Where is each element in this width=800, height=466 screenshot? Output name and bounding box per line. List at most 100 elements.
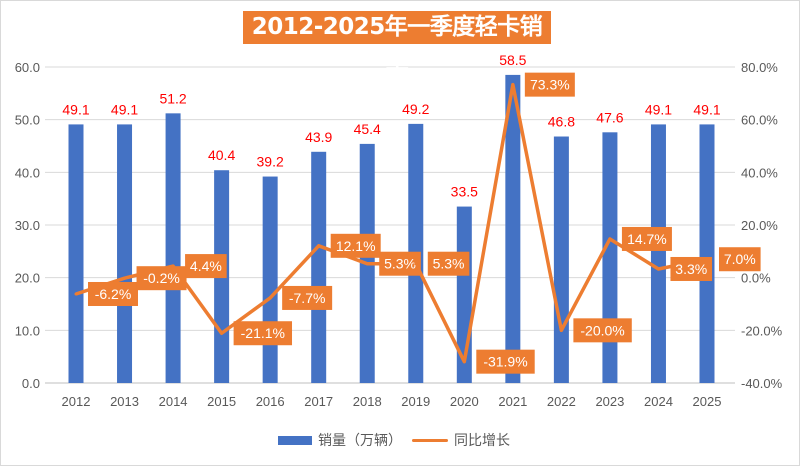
bar — [262, 176, 278, 383]
bar-data-label: 49.2 — [402, 101, 429, 117]
line-label-box — [233, 321, 293, 346]
x-tick-label: 2021 — [498, 394, 527, 409]
legend-label-growth: 同比增长 — [454, 433, 510, 449]
line-data-label: -0.2% — [143, 270, 180, 286]
x-tick-label: 2022 — [547, 394, 576, 409]
bar-data-label: 33.5 — [451, 184, 478, 200]
x-tick-label: 2019 — [401, 394, 430, 409]
bar-data-label: 58.5 — [499, 52, 526, 68]
legend: 销量（万辆） 同比增长 — [278, 430, 510, 450]
line-point — [705, 257, 709, 261]
line-data-label: 5.3% — [384, 256, 416, 272]
line-label-box — [573, 318, 632, 343]
line-label-box — [719, 247, 761, 272]
y-tick-label: 40.0 — [15, 165, 40, 180]
bar — [117, 124, 133, 383]
bar-data-label: 45.4 — [354, 121, 381, 137]
line-point — [365, 262, 369, 266]
x-tick-label: 2025 — [693, 394, 722, 409]
line-data-label: -21.1% — [241, 325, 285, 341]
bar-data-label: 49.1 — [645, 101, 672, 117]
x-tick-label: 2015 — [207, 394, 236, 409]
bar-data-label: 47.6 — [596, 109, 623, 125]
bar — [165, 113, 181, 383]
bar — [553, 136, 569, 383]
x-tick-label: 2017 — [304, 394, 333, 409]
y2-tick-label: 60.0% — [741, 113, 778, 128]
line-label-box — [476, 349, 535, 374]
y-tick-label: 10.0 — [15, 323, 40, 338]
line-data-label: 12.1% — [336, 238, 376, 254]
line-point — [559, 328, 563, 332]
line-data-label: 73.3% — [530, 77, 570, 93]
y-tick-label: 50.0 — [15, 113, 40, 128]
y-tick-label: 30.0 — [15, 218, 40, 233]
line-label-box — [282, 285, 333, 310]
bar — [650, 124, 666, 383]
bar — [311, 151, 327, 383]
x-tick-label: 2020 — [450, 394, 479, 409]
y-tick-label: 60.0 — [15, 60, 40, 75]
line-data-label: 4.4% — [190, 258, 222, 274]
line-point — [656, 267, 660, 271]
line-point — [268, 296, 272, 300]
line-data-label: 3.3% — [675, 261, 707, 277]
legend-swatch-line — [412, 438, 448, 442]
chart-title: 2012-2025年一季度轻卡销量 — [243, 11, 551, 73]
bar-data-label: 46.8 — [548, 114, 575, 130]
line-label-box — [88, 281, 138, 306]
bar-data-label: 49.1 — [111, 101, 138, 117]
line-data-label: -31.9% — [483, 354, 527, 370]
x-tick-label: 2018 — [353, 394, 382, 409]
y2-tick-label: -40.0% — [741, 376, 783, 391]
line-label-box — [524, 72, 575, 97]
legend-label-sales: 销量（万辆） — [318, 433, 402, 449]
bar-data-label: 39.2 — [257, 154, 284, 170]
bar — [68, 124, 84, 383]
x-tick-label: 2024 — [644, 394, 673, 409]
bar-data-label: 49.1 — [62, 101, 89, 117]
line-point — [220, 331, 224, 335]
x-tick-label: 2013 — [110, 394, 139, 409]
line-point — [317, 244, 321, 248]
line-data-label: -20.0% — [580, 322, 624, 338]
line-data-label: 14.7% — [627, 231, 667, 247]
line-point — [123, 276, 127, 280]
bar — [505, 74, 521, 384]
bar-data-label: 51.2 — [159, 90, 186, 106]
line-label-box — [621, 226, 672, 251]
x-tick-label: 2012 — [62, 394, 91, 409]
line-point — [462, 360, 466, 364]
y2-tick-label: -20.0% — [741, 323, 783, 338]
line-label-box — [427, 251, 470, 276]
line-point — [74, 292, 78, 296]
bar — [602, 132, 618, 383]
bar-data-label: 49.1 — [693, 101, 720, 117]
bar — [699, 124, 715, 383]
x-tick-label: 2014 — [159, 394, 188, 409]
y2-tick-label: 80.0% — [741, 60, 778, 75]
bar-data-label: 43.9 — [305, 129, 332, 145]
y2-tick-label: 20.0% — [741, 218, 778, 233]
line-label-box — [379, 251, 421, 276]
line-data-label: 5.3% — [433, 256, 465, 272]
y-tick-label: 0.0 — [22, 376, 40, 391]
line-point — [608, 237, 612, 241]
line-point — [511, 83, 515, 87]
line-data-label: -6.2% — [95, 286, 132, 302]
line-point — [171, 264, 175, 268]
y2-tick-label: 40.0% — [741, 165, 778, 180]
line-data-label: 7.0% — [724, 251, 756, 267]
y-tick-label: 20.0 — [15, 271, 40, 286]
x-tick-label: 2023 — [595, 394, 624, 409]
line-label-box — [185, 254, 227, 279]
line-label-box — [330, 233, 381, 258]
line-label-box — [136, 266, 187, 291]
line-data-label: -7.7% — [289, 290, 326, 306]
bar-data-label: 40.4 — [208, 147, 235, 163]
line-point — [414, 262, 418, 266]
line-label-box — [670, 256, 713, 281]
y2-tick-label: 0.0% — [741, 271, 771, 286]
x-tick-label: 2016 — [256, 394, 285, 409]
